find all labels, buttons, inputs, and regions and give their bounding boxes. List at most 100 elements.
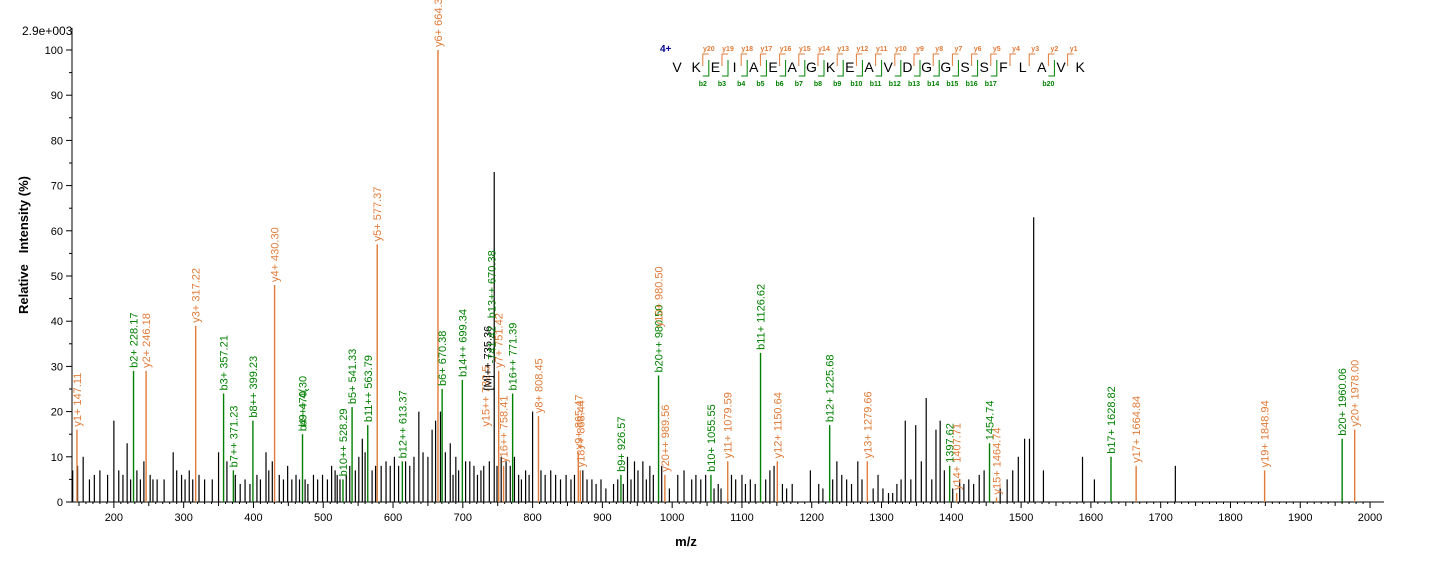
peak-label: b20+ 1960.06 [1337,368,1349,436]
sequence-residue: G [806,59,817,75]
sequence-residue: V [672,59,682,75]
peak-label: b9+ 926.57 [616,417,628,472]
peak-label: b11+ 1126.62 [756,284,768,350]
peak-label: b13++ 670.38 [487,250,499,318]
peak-label: b14++ 699.34 [457,309,469,377]
sequence-residue: E [768,59,777,75]
y-fragment-mark [913,53,920,66]
b-fragment-label: b8 [814,81,822,88]
y-fragment-label: y16 [780,46,792,53]
peak-label: y16++ 758.41 [499,396,511,463]
b-fragment-mark [894,60,902,77]
y-tick-label: 80 [51,135,63,147]
peak-label: y3+ 317.22 [191,268,203,323]
peak-label: y4+ 430.30 [270,227,282,282]
x-tick-label: 300 [174,512,192,524]
b-fragment-label: b17 [985,81,997,88]
y-fragment-label: y17 [761,46,773,53]
peak-label: y14+ 1407.71 [952,423,964,490]
y-fragment-label: y7 [955,46,963,53]
peak-label: y15+ 1464.74 [991,427,1003,494]
sequence-residue: E [711,59,720,75]
sequence-residue: S [960,59,969,75]
x-axis-title: m/z [675,534,697,549]
x-tick-label: 1500 [1009,512,1033,524]
y-tick-label: 90 [51,90,63,102]
x-tick-label: 400 [244,512,262,524]
peak-label: b8++ 399.23 [248,356,260,418]
peak-label: y17+ 1664.84 [1131,396,1143,463]
peak-label: y19+ 1848.94 [1260,400,1272,467]
x-tick-label: 700 [454,512,472,524]
peak-label: b11++ 563.79 [363,355,375,422]
peak-label: b6+ 670.38 [437,331,449,386]
x-tick-label: 1200 [800,512,824,524]
y-fragment-mark [1009,53,1016,66]
peak-label: y18++ 868.44 [575,400,587,467]
sequence-residue: K [692,59,702,75]
intensity-scale-label: 2.9e+003 [22,24,73,38]
b-fragment-label: b6 [776,81,784,88]
b-fragment-mark [914,60,921,77]
b-fragment-label: b12 [889,81,901,88]
x-tick-label: 1700 [1148,512,1172,524]
b-fragment-mark [837,60,844,77]
y-fragment-mark [855,53,863,66]
y-fragment-label: y3 [1031,46,1039,53]
peak-label: b12++ 613.37 [397,390,409,458]
x-tick-label: 2000 [1358,512,1382,524]
x-tick-label: 1100 [730,512,754,524]
sequence-residue: A [1037,59,1047,75]
x-tick-label: 1900 [1288,512,1312,524]
y-fragment-mark [1047,53,1055,66]
sequence-residue: K [1076,59,1086,75]
y-tick-label: 0 [57,497,63,509]
y-fragment-mark [990,53,997,66]
peak-label: b10++ 528.29 [338,408,350,476]
b-fragment-mark [990,60,998,77]
peak-label: y6+ 664.39 [433,0,445,47]
peak-label: y8+ 808.45 [533,358,545,413]
peak-label: b3+ 357.21 [219,335,231,390]
peak-label: y20++ 989.56 [660,405,672,472]
b-fragment-label: b20 [1042,81,1054,88]
y-tick-label: 20 [51,407,63,419]
peak-label: b17+ 1628.82 [1106,386,1118,454]
peak-label: y15++ 732.5 [480,366,492,427]
sequence-residue: L [1019,59,1027,75]
sequence-residue: K [826,59,836,75]
sequence-residue: G [940,59,951,75]
y-fragment-label: y9 [916,46,924,53]
x-tick-label: 600 [384,512,402,524]
y-axis: 0 10 20 30 40 50 60 70 80 90 100 [45,28,73,509]
peak-label: b5+ 541.33 [347,349,359,404]
y-fragment-label: y11 [876,46,887,53]
b-fragment-label: b5 [756,81,764,88]
y-fragment-label: y4 [1012,46,1020,53]
b-fragment-mark [971,60,979,77]
y-fragment-label: y6 [974,46,982,53]
y-fragment-label: y5 [993,46,1001,53]
b-fragment-label: b13 [908,81,920,88]
y-tick-label: 100 [45,45,63,57]
sequence-residue: D [902,59,912,75]
sequence-residue: E [845,59,854,75]
b-fragment-mark [702,60,710,77]
peak-label: b9++ 4( [298,388,310,426]
y-fragment-label: y20 [703,46,715,53]
peak-label: b7++ 371.23 [228,406,240,468]
sequence-residue: S [980,59,989,75]
peak-label: y5+ 577.37 [372,187,384,242]
sequence-residue: G [921,59,932,75]
y-fragment-mark [1028,53,1036,66]
y-fragment-label: y1 [1070,46,1078,53]
b-fragment-label: b7 [795,81,803,88]
y-fragment-mark [894,53,901,66]
b-fragment-label: b4 [737,81,745,88]
y-fragment-label: y19 [722,46,734,53]
y-tick-label: 70 [51,181,63,193]
y-fragment-label: y8 [935,46,943,53]
b-fragment-label: b2 [699,81,707,88]
b-fragment-label: b11 [870,81,882,88]
